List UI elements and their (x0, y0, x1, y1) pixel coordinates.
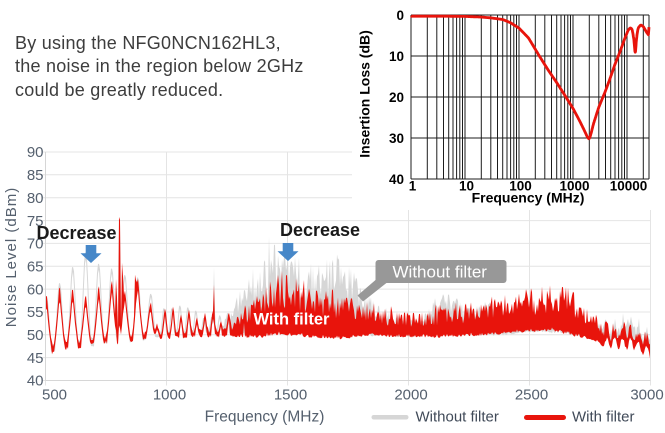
svg-text:10: 10 (459, 179, 474, 194)
svg-text:100: 100 (509, 179, 532, 194)
svg-text:With filter: With filter (254, 311, 331, 329)
svg-text:60: 60 (27, 281, 44, 298)
svg-text:20: 20 (389, 90, 404, 105)
svg-text:1: 1 (409, 179, 417, 194)
svg-text:2000: 2000 (394, 387, 427, 404)
svg-text:Without filter: Without filter (393, 263, 488, 282)
svg-text:30: 30 (389, 131, 404, 146)
svg-text:1000: 1000 (559, 179, 589, 194)
svg-text:Noise Level (dBm): Noise Level (dBm) (3, 187, 20, 327)
svg-text:65: 65 (27, 258, 44, 275)
svg-text:500: 500 (42, 387, 67, 404)
svg-text:85: 85 (27, 167, 44, 184)
svg-text:55: 55 (27, 304, 44, 321)
svg-text:Frequency (MHz): Frequency (MHz) (205, 409, 325, 426)
svg-text:With filter: With filter (572, 409, 635, 426)
svg-text:1500: 1500 (274, 387, 307, 404)
svg-text:75: 75 (27, 213, 44, 230)
svg-text:Decrease: Decrease (37, 223, 117, 243)
svg-text:10: 10 (389, 49, 404, 64)
svg-text:90: 90 (27, 144, 44, 161)
svg-text:40: 40 (27, 373, 44, 390)
svg-text:Frequency (MHz): Frequency (MHz) (472, 190, 585, 206)
svg-text:40: 40 (389, 172, 404, 187)
svg-text:0: 0 (396, 8, 404, 23)
svg-text:Insertion Loss (dB): Insertion Loss (dB) (357, 30, 373, 158)
svg-text:50: 50 (27, 327, 44, 344)
svg-text:70: 70 (27, 236, 44, 253)
svg-text:10000: 10000 (610, 179, 648, 194)
svg-text:2500: 2500 (515, 387, 548, 404)
svg-text:80: 80 (27, 190, 44, 207)
svg-text:1000: 1000 (153, 387, 186, 404)
svg-text:Without filter: Without filter (416, 409, 499, 426)
svg-text:Decrease: Decrease (280, 220, 360, 240)
svg-text:45: 45 (27, 350, 44, 367)
svg-text:3000: 3000 (630, 387, 663, 404)
